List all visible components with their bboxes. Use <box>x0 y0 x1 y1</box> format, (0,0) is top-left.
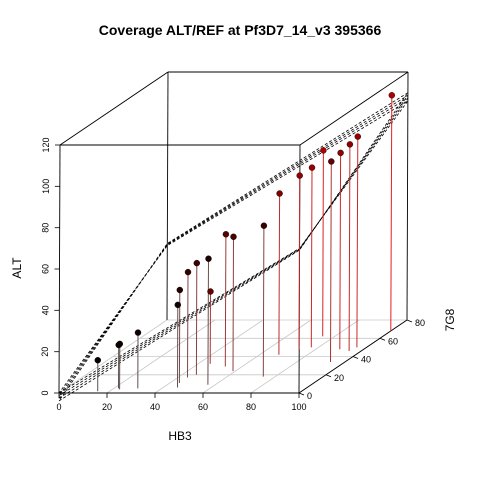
drop-line <box>298 175 301 350</box>
drop-line <box>330 161 332 363</box>
data-point <box>134 329 142 336</box>
y-tick-label: 0 <box>307 391 312 401</box>
box-edge <box>166 71 169 321</box>
regression-plane <box>58 92 409 402</box>
drop-line <box>356 136 359 348</box>
z-tick-label: 80 <box>41 223 51 233</box>
drop-line <box>232 236 234 372</box>
regression-planes <box>58 92 409 402</box>
y-tick <box>406 319 413 323</box>
data-point <box>193 259 201 267</box>
drop-line <box>310 167 313 348</box>
data-point <box>94 357 102 364</box>
data-point <box>388 92 395 99</box>
y-tick <box>379 337 386 341</box>
data-point <box>337 149 344 157</box>
data-point <box>174 301 182 309</box>
data-point <box>222 231 230 238</box>
data-point <box>230 233 237 241</box>
z-tick-label: 40 <box>40 305 50 315</box>
drop-line <box>187 272 189 378</box>
x-axis-label: HB3 <box>168 429 192 443</box>
z-tick-label: 120 <box>41 137 51 152</box>
data-point <box>260 222 268 229</box>
data-point <box>207 288 214 295</box>
y-tick-label: 60 <box>388 336 398 346</box>
box-edge <box>299 71 409 146</box>
y-tick-label: 20 <box>334 373 344 383</box>
z-axis-label: ALT <box>10 257 24 279</box>
x-tick-label: 0 <box>56 402 61 412</box>
x-tick-label: 40 <box>150 402 160 412</box>
y-tick-label: 40 <box>361 355 371 365</box>
drop-line <box>262 225 265 377</box>
x-tick-label: 100 <box>291 402 306 412</box>
tick-marks <box>54 144 413 398</box>
data-point <box>320 147 327 154</box>
x-tick-label: 80 <box>246 402 256 412</box>
drop-line <box>322 150 324 337</box>
y-tick <box>325 374 332 378</box>
z-tick-label: 60 <box>41 264 51 274</box>
drop-line <box>278 193 281 355</box>
drop-line <box>339 152 342 350</box>
z-tick-label: 0 <box>40 390 50 395</box>
box-edge <box>406 71 409 321</box>
data-point <box>296 172 303 179</box>
data-point <box>346 141 354 148</box>
z-tick-label: 20 <box>40 347 50 357</box>
y-axis-label: 7G8 <box>443 308 457 331</box>
data-point <box>116 340 124 348</box>
chart-title: Coverage ALT/REF at Pf3D7_14_v3 395366 <box>99 22 382 38</box>
y-tick <box>298 392 305 396</box>
data-point <box>328 158 335 165</box>
y-tick-label: 80 <box>415 318 425 328</box>
data-point <box>354 133 361 140</box>
box-edge <box>59 71 169 146</box>
x-tick-label: 60 <box>198 402 208 412</box>
drop-line <box>207 258 209 385</box>
data-point <box>176 286 184 294</box>
x-tick-label: 20 <box>102 402 112 412</box>
drop-line <box>390 95 393 331</box>
data-point <box>276 190 283 197</box>
data-point <box>308 164 316 171</box>
data-point <box>184 268 192 276</box>
z-tick-label: 100 <box>41 179 51 194</box>
data-point <box>205 255 212 262</box>
y-tick <box>352 356 359 359</box>
drop-line <box>224 234 227 367</box>
data-points <box>94 92 395 364</box>
drop-line <box>348 144 351 352</box>
